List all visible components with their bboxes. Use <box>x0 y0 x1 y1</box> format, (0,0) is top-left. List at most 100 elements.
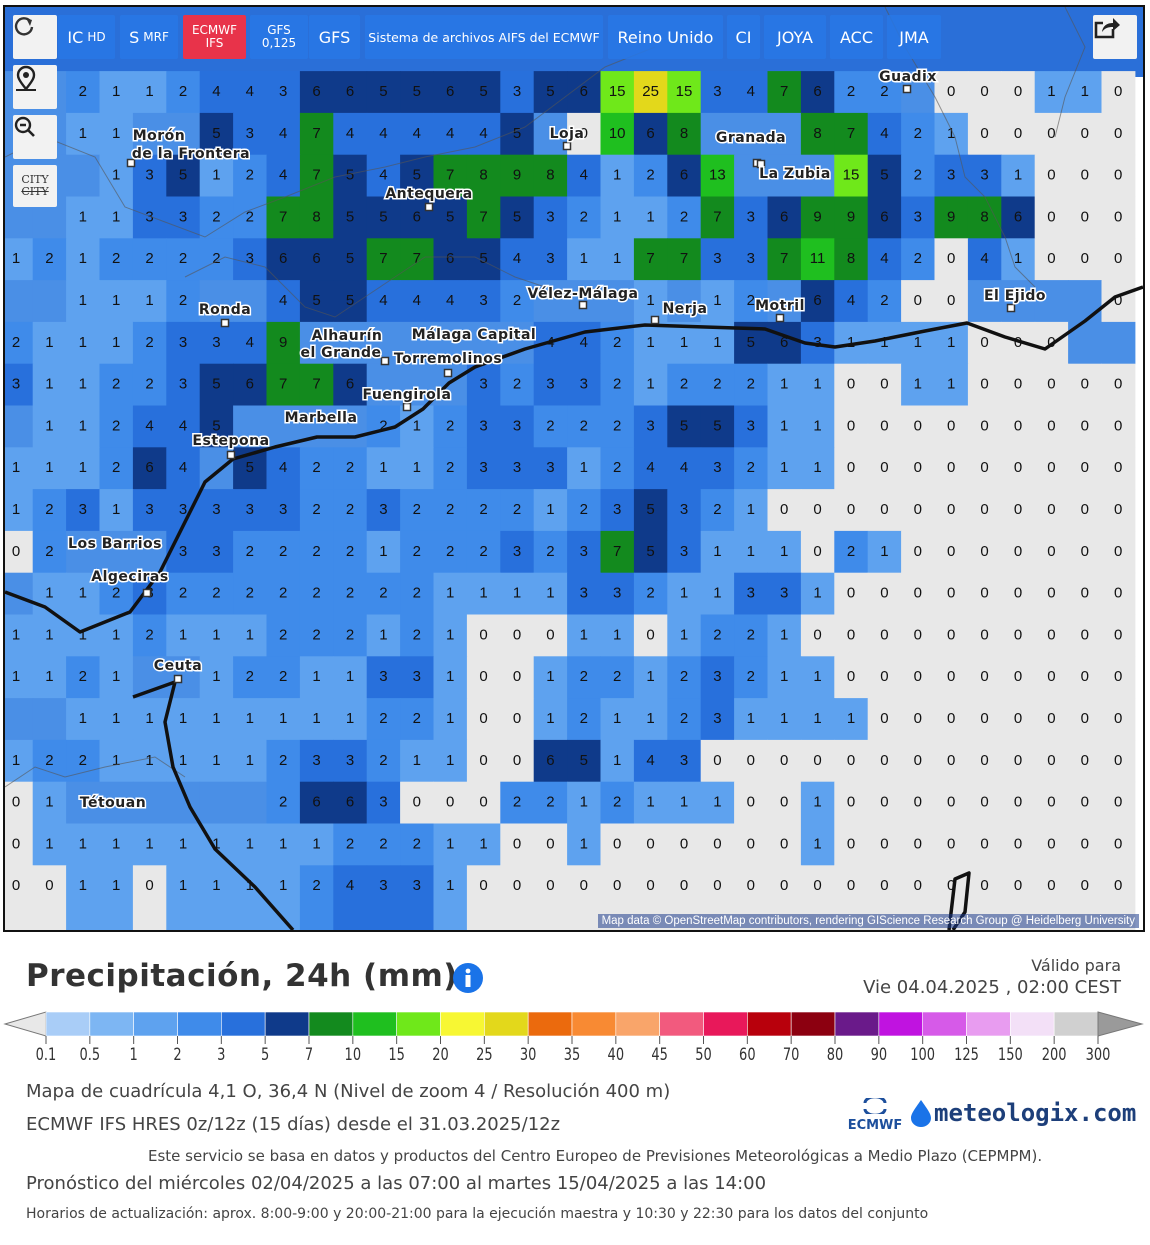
toolbar-button[interactable]: JMA <box>887 15 941 59</box>
grid-cell <box>800 405 835 448</box>
grid-cell <box>199 739 234 783</box>
grid-value: 3 <box>546 208 554 225</box>
grid-value: 3 <box>246 501 254 518</box>
toolbar-button[interactable]: GFS <box>309 15 360 59</box>
location-button[interactable] <box>13 65 57 109</box>
grid-value: 1 <box>446 710 454 727</box>
grid-cell <box>1001 71 1036 114</box>
toolbar-button[interactable]: ECMWF IFS <box>183 15 246 59</box>
grid-cell <box>767 321 802 365</box>
grid-cell <box>433 781 468 824</box>
grid-value: 1 <box>379 626 387 643</box>
grid-value: 0 <box>613 877 621 894</box>
grid-value: 0 <box>813 626 821 643</box>
grid-cell <box>901 781 935 824</box>
grid-value: 1 <box>179 877 187 894</box>
grid-value: 2 <box>112 417 120 434</box>
info-icon[interactable] <box>452 962 484 994</box>
toolbar-button[interactable]: Sistema de archivos AIFS del ECMWF <box>365 15 603 59</box>
grid-value: 1 <box>79 585 87 602</box>
grid-cell <box>533 530 568 574</box>
toolbar-button[interactable]: S MRF <box>120 15 178 59</box>
grid-cell <box>633 781 668 824</box>
grid-cell <box>934 154 969 197</box>
grid-value: 3 <box>713 668 721 685</box>
refresh-button[interactable] <box>13 15 57 59</box>
grid-value: 1 <box>713 585 721 602</box>
grid-value: 3 <box>212 334 220 351</box>
grid-cell <box>400 489 434 532</box>
grid-cell <box>800 447 835 490</box>
grid-cell <box>199 405 234 448</box>
grid-cell <box>466 321 501 365</box>
grid-cell <box>433 154 468 197</box>
grid-cell <box>600 154 635 197</box>
grid-value: 0 <box>880 668 888 685</box>
grid-value: 2 <box>45 543 53 560</box>
province-border <box>884 7 1036 288</box>
grid-cell <box>5 238 34 281</box>
grid-value: 1 <box>79 376 87 393</box>
share-button[interactable] <box>1093 15 1137 59</box>
grid-cell <box>400 321 434 365</box>
grid-value: 0 <box>847 376 855 393</box>
grid-cell <box>567 363 601 406</box>
grid-cell <box>1101 739 1136 783</box>
province-border <box>184 256 546 318</box>
map[interactable]: 2 1 1 2 4 4 3 6 6 5 5 6 5 3 5 6 15 25 15 3 4 7 6 2 2 0 0 0 1 1 0 1 1 5 3 4 7… <box>3 5 1145 932</box>
grid-value: 2 <box>546 794 554 811</box>
scale-label: 0.1 <box>36 1044 57 1064</box>
grid-cell <box>32 781 67 824</box>
grid-value: 1 <box>346 668 354 685</box>
grid-value: 3 <box>312 752 320 769</box>
toolbar-button[interactable]: JOYA <box>764 15 826 59</box>
grid-value: 5 <box>212 125 220 142</box>
grid-cell <box>5 614 34 657</box>
scale-label: 80 <box>827 1044 844 1064</box>
toolbar-button[interactable]: GFS 0,125 <box>250 15 308 59</box>
grid-value: 0 <box>1047 626 1055 643</box>
grid-value: 2 <box>145 250 153 267</box>
city-button[interactable]: CITY CITY <box>13 165 57 207</box>
toolbar-button[interactable]: CI <box>727 15 760 59</box>
grid-cell <box>366 781 401 824</box>
grid-value: 2 <box>379 752 387 769</box>
grid-value: 0 <box>1047 334 1055 351</box>
grid-value: 3 <box>747 208 755 225</box>
button-label: ACC <box>839 27 873 47</box>
grid-value: 2 <box>145 626 153 643</box>
grid-value: 0 <box>580 125 588 142</box>
grid-value: 1 <box>112 83 120 100</box>
grid-cell <box>767 238 802 281</box>
grid-cell <box>567 321 601 365</box>
grid-value: 5 <box>312 292 320 309</box>
grid-value: 0 <box>947 83 955 100</box>
grid-value: 0 <box>914 417 922 434</box>
grid-value: 0 <box>513 752 521 769</box>
grid-value: 2 <box>580 208 588 225</box>
zoom-button[interactable] <box>13 115 57 159</box>
toolbar-button[interactable]: Reino Unido <box>608 15 723 59</box>
toolbar-button[interactable]: IC HD <box>58 15 115 59</box>
grid-cell <box>5 321 34 365</box>
grid-cell <box>466 154 501 197</box>
button-label: JMA <box>899 27 929 47</box>
grid-cell <box>166 823 201 866</box>
grid-cell <box>700 154 735 197</box>
grid-cell <box>199 698 234 741</box>
grid-cell <box>567 572 601 615</box>
grid-cell <box>767 781 802 824</box>
grid-cell <box>366 823 401 866</box>
grid-cell <box>800 238 835 281</box>
grid-value: 1 <box>112 334 120 351</box>
grid-value: 2 <box>680 668 688 685</box>
grid-cell <box>66 656 100 699</box>
toolbar-button[interactable]: ACC <box>830 15 883 59</box>
grid-value: 1 <box>780 376 788 393</box>
grid-value: 4 <box>212 83 220 100</box>
grid-value: 6 <box>246 376 254 393</box>
grid-value: 2 <box>45 501 53 518</box>
grid-value: 2 <box>279 752 287 769</box>
grid-cell <box>166 530 201 574</box>
grid-value: 0 <box>947 501 955 518</box>
